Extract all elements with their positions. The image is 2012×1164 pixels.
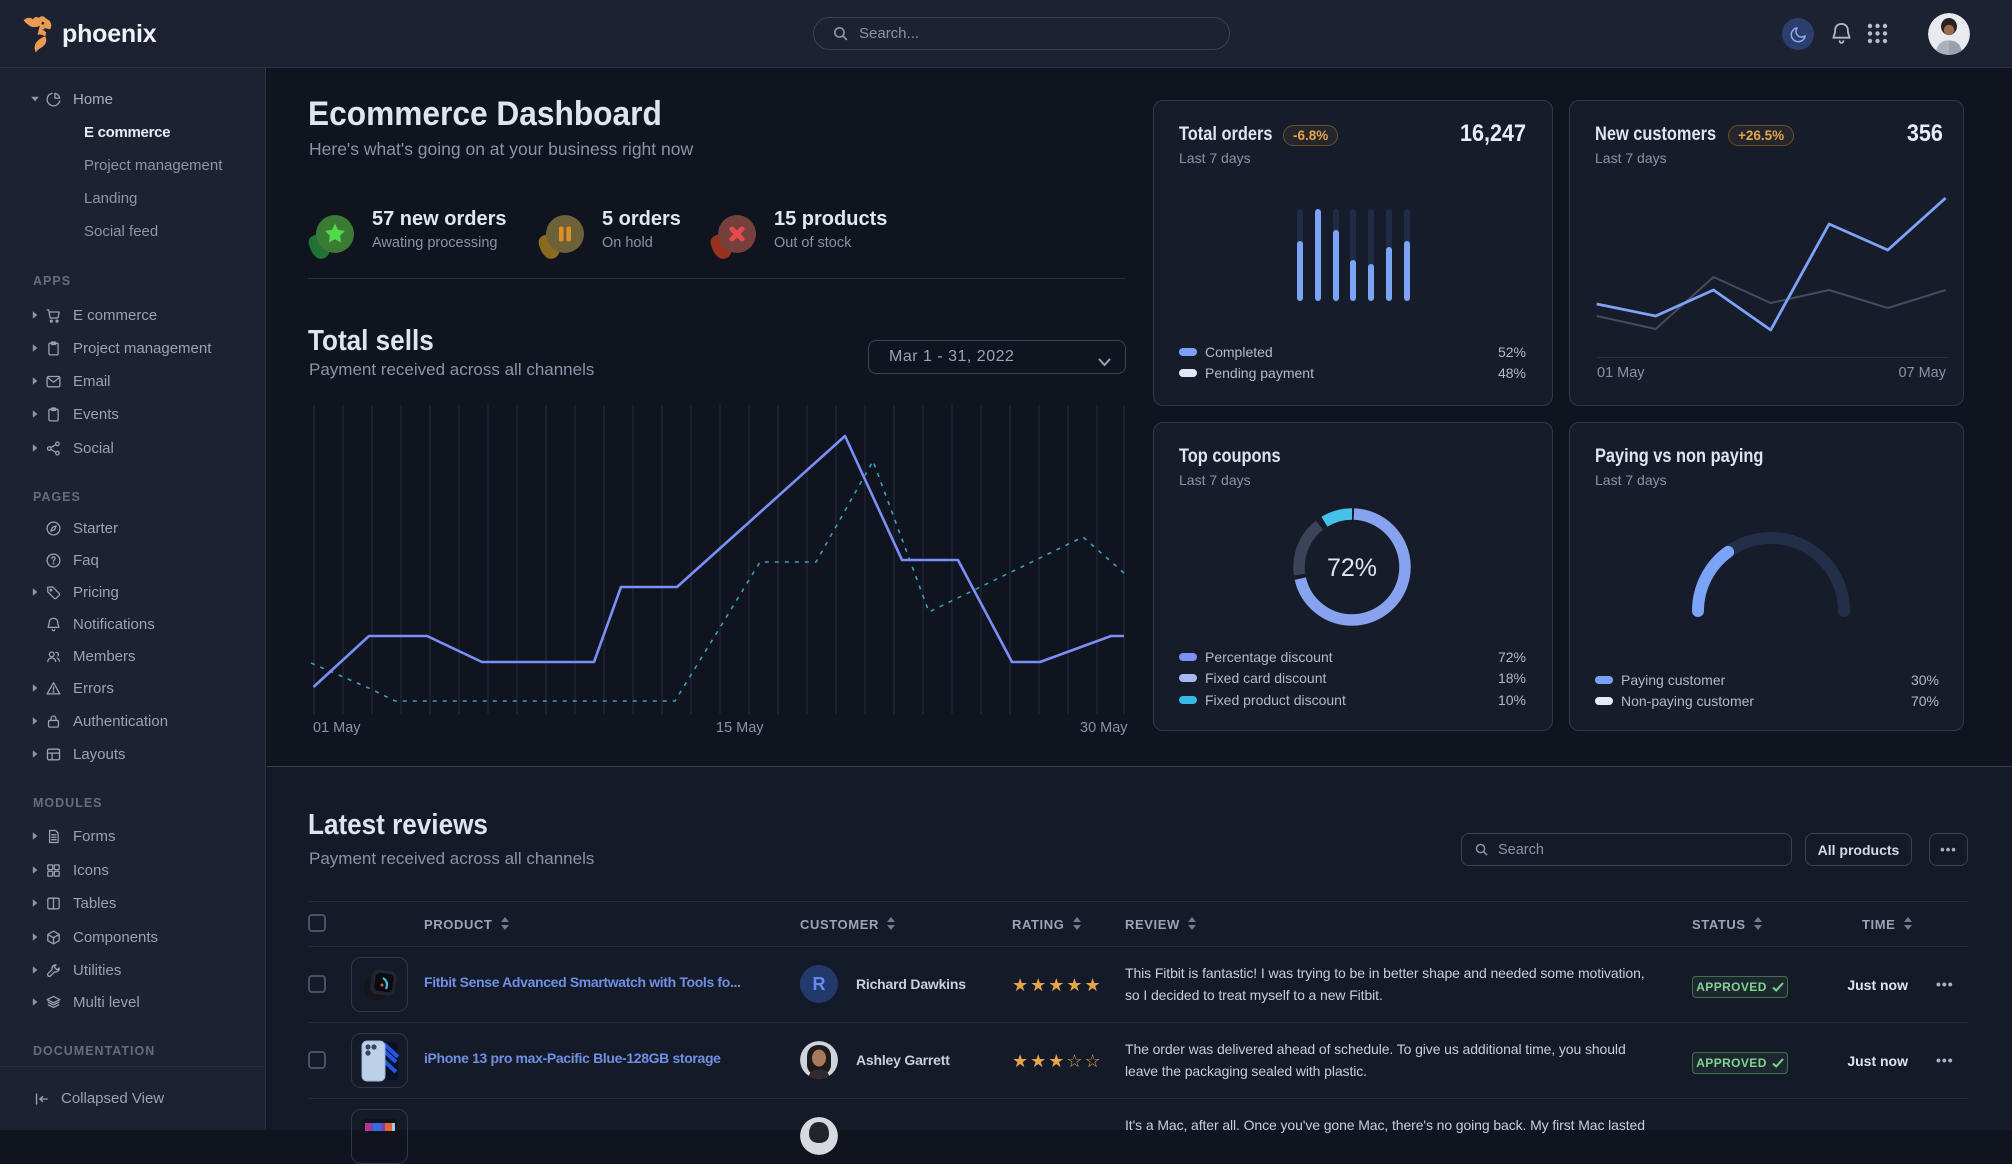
svg-text:72%: 72%: [1327, 554, 1377, 582]
